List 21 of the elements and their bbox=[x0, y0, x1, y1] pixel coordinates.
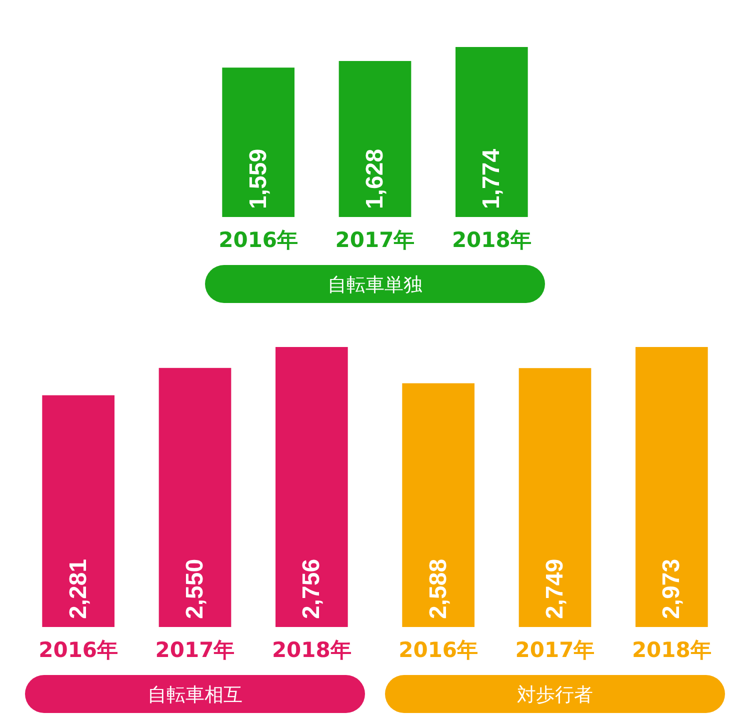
data-label: 2,749 bbox=[542, 558, 568, 619]
x-axis-title: 自転車相互 bbox=[148, 684, 242, 706]
x-tick-label: 2018年 bbox=[452, 228, 532, 252]
data-label: 1,559 bbox=[244, 148, 272, 209]
data-label: 2,973 bbox=[658, 558, 686, 619]
x-tick-label: 2016年 bbox=[218, 228, 298, 252]
x-axis-title: 自転車単独 bbox=[328, 274, 422, 296]
x-tick-label: 2017年 bbox=[155, 638, 235, 662]
x-tick-label: 2018年 bbox=[272, 638, 352, 662]
data-label: 2,588 bbox=[424, 558, 452, 619]
x-axis-title: 対歩行者 bbox=[517, 684, 593, 706]
data-label: 2,281 bbox=[64, 558, 92, 619]
x-tick-label: 2016年 bbox=[398, 638, 478, 662]
data-label: 2,550 bbox=[182, 558, 208, 619]
x-tick-label: 2017年 bbox=[515, 638, 595, 662]
data-label: 1,774 bbox=[478, 148, 506, 209]
data-label: 2,756 bbox=[298, 558, 326, 619]
data-label: 1,628 bbox=[362, 148, 388, 209]
x-tick-label: 2017年 bbox=[335, 228, 415, 252]
x-tick-label: 2016年 bbox=[38, 638, 118, 662]
x-tick-label: 2018年 bbox=[632, 638, 712, 662]
